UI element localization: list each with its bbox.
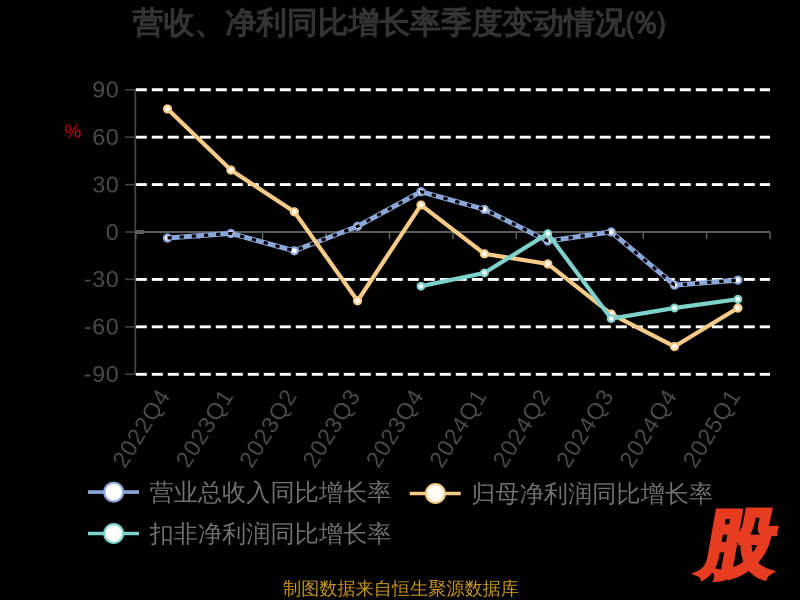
- svg-text:-30: -30: [84, 266, 120, 292]
- svg-text:-60: -60: [84, 314, 120, 340]
- svg-text:90: 90: [92, 77, 119, 103]
- svg-text:30: 30: [92, 171, 119, 197]
- svg-text:-90: -90: [84, 361, 120, 387]
- svg-text:%: %: [65, 122, 82, 143]
- svg-text:60: 60: [92, 124, 119, 150]
- svg-text:0: 0: [106, 219, 120, 245]
